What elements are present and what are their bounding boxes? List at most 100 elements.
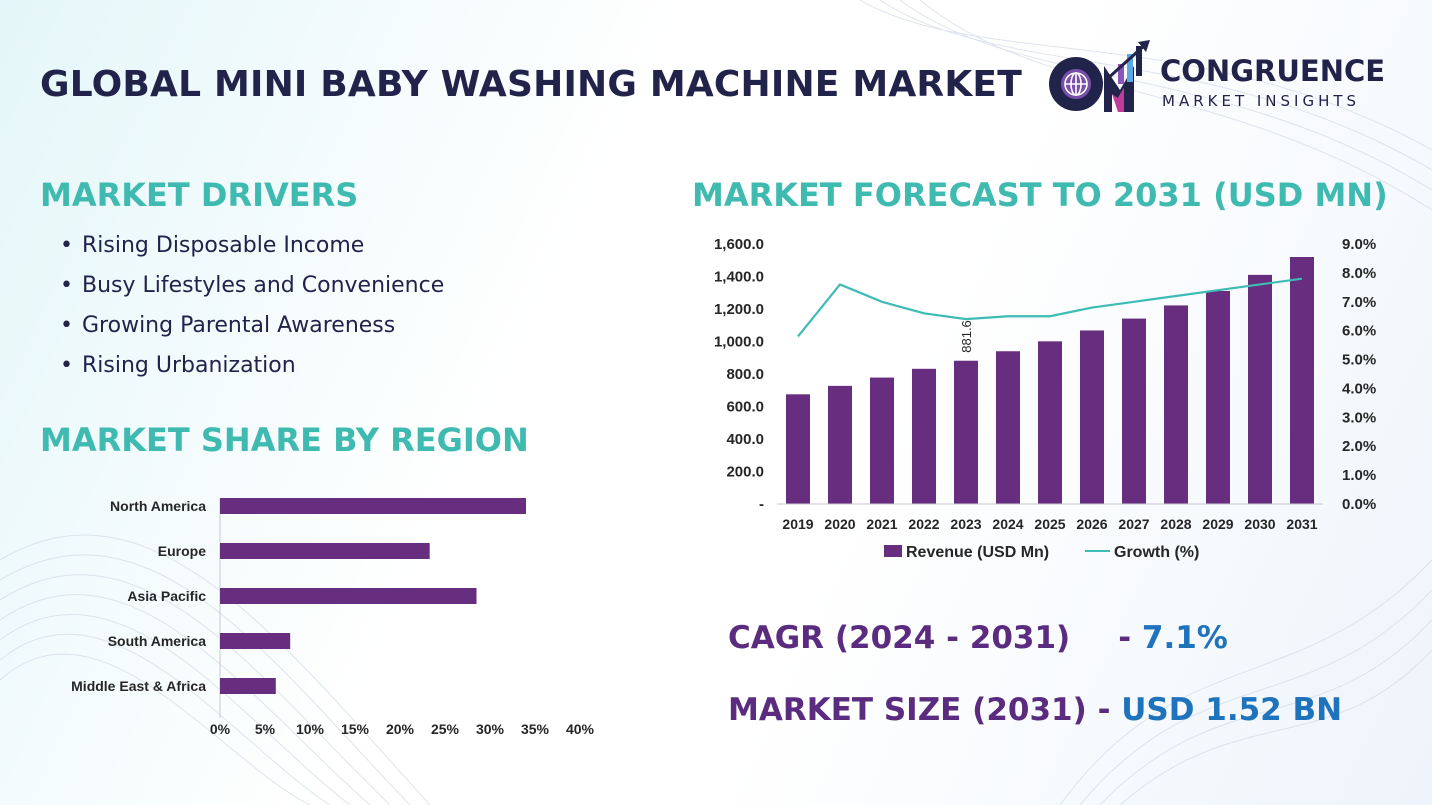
region-bar [220,633,291,649]
region-category-label: North America [110,498,206,514]
left-axis-tick-label: 800.0 [726,366,764,383]
right-axis-tick-label: 0.0% [1342,496,1376,513]
region-x-tick-label: 10% [296,721,325,737]
x-tick-label: 2021 [866,516,897,532]
legend-revenue-label: Revenue (USD Mn) [906,544,1049,561]
x-tick-label: 2019 [782,516,813,532]
region-category-label: Middle East & Africa [71,678,206,694]
x-tick-label: 2027 [1118,516,1149,532]
left-axis-tick-label: 1,200.0 [714,301,764,318]
legend-growth-label: Growth (%) [1114,544,1199,561]
left-axis-tick-label: 1,000.0 [714,334,764,351]
revenue-bar [828,385,852,504]
left-axis-tick-label: 600.0 [726,399,764,416]
right-axis-tick-label: 3.0% [1342,409,1376,426]
right-axis-tick-label: 6.0% [1342,323,1376,340]
region-x-tick-label: 15% [341,721,370,737]
region-x-tick-label: 30% [476,721,505,737]
right-axis-tick-label: 1.0% [1342,467,1376,484]
logo-mark-icon [1049,40,1150,112]
revenue-bar [786,394,810,504]
driver-text: Rising Urbanization [82,353,296,378]
cagr-separator: - [1118,620,1142,656]
region-bar [220,498,526,514]
bullet-icon: • [60,353,73,378]
market-size-label: MARKET SIZE (2031) [728,692,1087,728]
logo-subtitle: MARKET INSIGHTS [1162,92,1361,110]
revenue-bar [1122,318,1146,504]
logo-name: CONGRUENCE [1160,54,1386,88]
cagr-value: 7.1% [1141,620,1228,656]
x-tick-label: 2023 [950,516,981,532]
legend-revenue-swatch [884,545,902,557]
revenue-bar [870,377,894,504]
driver-item: • Growing Parental Awareness [60,306,444,346]
forecast-chart: - 200.0 400.0 600.0 800.0 1,000.0 1,200.0 1,400… [714,236,1376,561]
x-tick-label: 2029 [1202,516,1233,532]
left-axis-tick-label: 1,600.0 [714,236,764,253]
region-x-tick-label: 0% [210,721,231,737]
left-axis-tick-label: - [759,496,764,513]
cagr-stat: CAGR (2024 - 2031) - 7.1% [728,620,1228,656]
region-x-tick-label: 25% [431,721,460,737]
forecast-heading: MARKET FORECAST TO 2031 (USD MN) [692,176,1388,214]
region-heading: MARKET SHARE BY REGION [40,421,529,459]
page-title: GLOBAL MINI BABY WASHING MACHINE MARKET [40,64,1022,105]
x-tick-label: 2030 [1244,516,1275,532]
right-axis-tick-label: 4.0% [1342,380,1376,397]
left-axis-tick-label: 1,400.0 [714,269,764,286]
region-category-label: South America [108,633,206,649]
region-x-tick-label: 20% [386,721,415,737]
region-category-label: Asia Pacific [127,588,206,604]
right-axis-tick-label: 2.0% [1342,438,1376,455]
x-tick-label: 2024 [992,516,1023,532]
bullet-icon: • [60,313,73,338]
bar-data-label: 881.6 [959,320,974,353]
revenue-bar [1164,305,1188,504]
market-size-separator: - [1086,692,1122,728]
driver-item: • Busy Lifestyles and Convenience [60,266,444,306]
region-x-tick-label: 35% [521,721,550,737]
x-tick-label: 2020 [824,516,855,532]
x-tick-label: 2022 [908,516,939,532]
revenue-bar [1038,341,1062,504]
x-tick-label: 2031 [1286,516,1317,532]
revenue-bar [954,360,978,504]
company-logo: CONGRUENCE MARKET INSIGHTS [1046,40,1406,120]
region-x-tick-label: 40% [566,721,595,737]
driver-text: Rising Disposable Income [82,233,365,258]
driver-text: Busy Lifestyles and Convenience [82,273,445,298]
revenue-bar [996,351,1020,504]
right-axis-tick-label: 9.0% [1342,236,1376,253]
x-tick-label: 2028 [1160,516,1191,532]
bullet-icon: • [60,233,73,258]
region-bar [220,678,276,694]
revenue-bar [1080,330,1104,504]
region-share-chart: North America Europe Asia Pacific South Ame… [71,498,595,737]
right-axis-tick-label: 5.0% [1342,352,1376,369]
bullet-icon: • [60,273,73,298]
drivers-list: • Rising Disposable Income • Busy Lifestyl… [60,226,444,386]
x-tick-label: 2026 [1076,516,1107,532]
region-bar [220,588,477,604]
x-tick-label: 2025 [1034,516,1065,532]
growth-line [797,277,1303,338]
driver-text: Growing Parental Awareness [82,313,396,338]
right-axis-tick-label: 8.0% [1342,265,1376,282]
left-axis-tick-label: 400.0 [726,431,764,448]
right-axis-tick-label: 7.0% [1342,294,1376,311]
region-x-tick-label: 5% [255,721,276,737]
revenue-bar [912,368,936,504]
driver-item: • Rising Urbanization [60,346,444,386]
region-bar [220,543,430,559]
market-size-stat: MARKET SIZE (2031) - USD 1.52 BN [728,692,1342,728]
drivers-heading: MARKET DRIVERS [40,176,359,214]
revenue-bar [1248,274,1272,504]
region-category-label: Europe [158,543,206,559]
market-size-value: USD 1.52 BN [1121,692,1343,728]
cagr-label: CAGR (2024 - 2031) [728,620,1071,656]
revenue-bar [1206,290,1230,504]
left-axis-tick-label: 200.0 [726,464,764,481]
revenue-bar [1290,257,1314,504]
driver-item: • Rising Disposable Income [60,226,444,266]
